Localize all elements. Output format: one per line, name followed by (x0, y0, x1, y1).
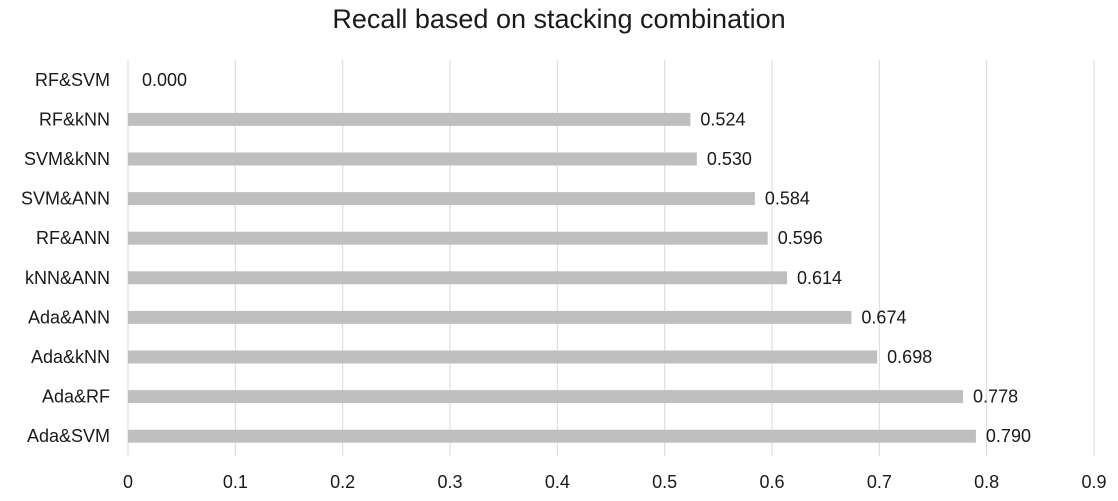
gridlines (127, 60, 1095, 456)
x-tick-label: 0.6 (759, 472, 784, 492)
x-tick-label: 0.7 (867, 472, 892, 492)
bar (128, 152, 697, 166)
category-label: Ada&kNN (31, 347, 110, 367)
bar (128, 231, 768, 245)
value-label: 0.674 (861, 307, 906, 327)
bar (128, 271, 788, 285)
value-label: 0.614 (797, 268, 842, 288)
x-tick-label: 0.3 (437, 472, 462, 492)
bar (128, 112, 691, 126)
x-tick-label: 0.8 (974, 472, 999, 492)
category-label: Ada&ANN (28, 307, 110, 327)
x-tick-label: 0.1 (223, 472, 248, 492)
category-label: Ada&SVM (27, 426, 110, 446)
category-label: RF&ANN (36, 228, 110, 248)
bar (128, 310, 852, 324)
bar (128, 350, 878, 364)
value-label: 0.524 (700, 109, 745, 129)
x-tick-label: 0.4 (545, 472, 570, 492)
chart-title: Recall based on stacking combination (332, 4, 786, 34)
bar (128, 429, 976, 443)
category-label: RF&SVM (35, 70, 110, 90)
category-label: kNN&ANN (25, 268, 110, 288)
value-label: 0.596 (778, 228, 823, 248)
category-label: RF&kNN (39, 109, 110, 129)
x-tick-label: 0.9 (1081, 472, 1106, 492)
x-tick-label: 0 (123, 472, 133, 492)
x-tick-label: 0.2 (330, 472, 355, 492)
value-label: 0.000 (142, 70, 187, 90)
value-label: 0.778 (973, 387, 1018, 407)
category-label: SVM&ANN (21, 189, 110, 209)
value-label: 0.790 (986, 426, 1031, 446)
bar (128, 390, 964, 404)
x-tick-label: 0.5 (652, 472, 677, 492)
labels: 0 0.1 0.2 0.3 0.4 0.5 0.6 0.7 0.8 0.9 RF&SVM 0.000 R… (21, 70, 1107, 492)
bars (128, 112, 976, 443)
value-label: 0.698 (887, 347, 932, 367)
bar (128, 192, 755, 206)
value-label: 0.530 (707, 149, 752, 169)
category-label: Ada&RF (42, 387, 110, 407)
value-label: 0.584 (765, 189, 810, 209)
category-label: SVM&kNN (24, 149, 110, 169)
